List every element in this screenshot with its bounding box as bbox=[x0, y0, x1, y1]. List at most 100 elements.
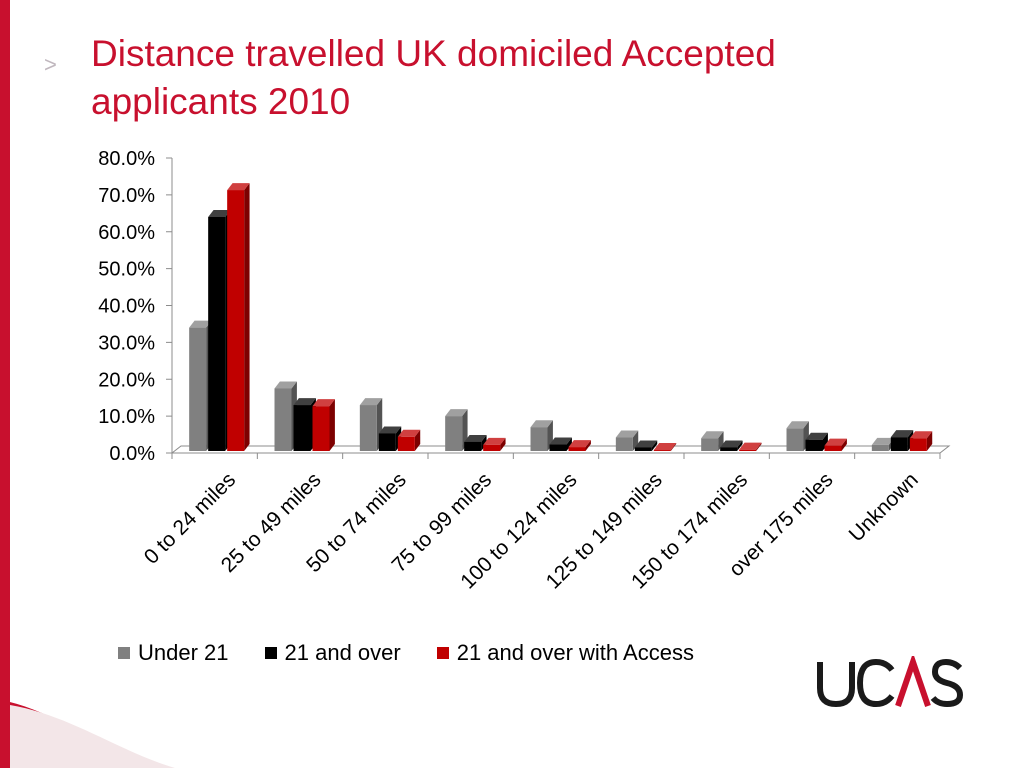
bar-top bbox=[312, 399, 335, 407]
y-tick-label: 30.0% bbox=[98, 332, 155, 354]
bar-top bbox=[189, 320, 212, 328]
bar-21-and-over-with-access-150-to-174-miles bbox=[739, 442, 762, 451]
bar-top bbox=[786, 421, 809, 429]
bar-21-and-over-with-access-125-to-149-miles bbox=[653, 443, 677, 451]
bar-side bbox=[926, 431, 933, 451]
bar-side bbox=[414, 429, 421, 451]
bar-top bbox=[653, 443, 677, 451]
bar-front bbox=[274, 388, 292, 451]
legend-label-21-and-over: 21 and over bbox=[284, 640, 401, 665]
bar-front bbox=[549, 444, 567, 451]
bar-front bbox=[568, 447, 586, 451]
bar-21-and-over-150-to-174-miles bbox=[720, 440, 743, 451]
bar-21-and-over-with-access-0-to-24-miles bbox=[227, 183, 250, 452]
y-tick-label: 20.0% bbox=[98, 369, 155, 391]
bar-front bbox=[312, 406, 330, 451]
bar-front bbox=[445, 416, 463, 451]
bar-side bbox=[651, 440, 658, 451]
bar-21-and-over-over-175-miles bbox=[805, 432, 828, 451]
bar-top bbox=[293, 398, 316, 406]
y-tick-label: 50.0% bbox=[98, 259, 155, 281]
legend-swatch-21-and-over-access bbox=[436, 647, 449, 659]
chart-axes bbox=[166, 157, 951, 459]
bar-top bbox=[805, 432, 828, 440]
bar-top bbox=[701, 431, 724, 439]
y-tick-label: 0.0% bbox=[109, 443, 155, 465]
bar-front bbox=[293, 405, 311, 451]
bar-21-and-over-with-access-100-to-124-miles bbox=[568, 440, 591, 451]
bar-21-and-over-75-to-99-miles bbox=[464, 434, 487, 451]
bar-front bbox=[397, 436, 415, 451]
bar-top bbox=[634, 440, 658, 448]
bar-front bbox=[871, 444, 889, 451]
bar-21-and-over-with-access-unknown bbox=[909, 431, 933, 451]
bar-top bbox=[720, 440, 743, 448]
y-tick-label: 40.0% bbox=[98, 296, 155, 318]
legend-label-under-21: Under 21 bbox=[138, 640, 229, 665]
bar-front bbox=[359, 405, 377, 451]
bar-under-21-50-to-74-miles bbox=[359, 398, 383, 451]
bar-top bbox=[615, 430, 639, 438]
bar-front bbox=[805, 439, 823, 451]
bar-front bbox=[909, 438, 927, 451]
bar-front bbox=[890, 437, 908, 451]
bar-side bbox=[585, 440, 591, 451]
bar-side bbox=[500, 437, 506, 451]
legend-item-21-and-over: 21 and over bbox=[264, 640, 401, 666]
bar-front bbox=[653, 450, 671, 451]
bar-side bbox=[632, 430, 639, 451]
bar-side bbox=[329, 399, 335, 451]
bar-top bbox=[530, 420, 553, 428]
bar-21-and-over-50-to-74-miles bbox=[378, 426, 402, 451]
bar-top bbox=[909, 431, 933, 439]
bar-front bbox=[530, 427, 548, 451]
bar-front bbox=[701, 438, 719, 451]
slide-title: Distance travelled UK domiciled Accepted… bbox=[91, 33, 776, 122]
bar-21-and-over-with-access-50-to-74-miles bbox=[397, 429, 421, 451]
bar-21-and-over-with-access-over-175-miles bbox=[824, 438, 847, 451]
bar-side bbox=[670, 443, 677, 451]
legend-item-21-and-over-access: 21 and over with Access bbox=[436, 640, 694, 666]
slide-swoosh-highlight bbox=[10, 705, 175, 768]
bar-side bbox=[566, 437, 572, 451]
bar-top bbox=[274, 381, 297, 389]
y-tick-label: 10.0% bbox=[98, 406, 155, 428]
slide-left-edge bbox=[0, 0, 10, 768]
bar-top bbox=[549, 437, 572, 445]
bar-front bbox=[483, 444, 501, 451]
bar-21-and-over-100-to-124-miles bbox=[549, 437, 572, 451]
bar-side bbox=[737, 440, 743, 451]
bar-front bbox=[824, 445, 842, 451]
bar-side bbox=[756, 442, 762, 451]
bar-top bbox=[208, 210, 231, 217]
x-tick-label: Unknown bbox=[845, 468, 923, 546]
bar-top bbox=[568, 440, 591, 448]
chart-legend: Under 21 21 and over 21 and over with Ac… bbox=[118, 640, 730, 666]
bar-top bbox=[227, 183, 250, 191]
y-tick-label: 80.0% bbox=[98, 148, 155, 170]
bar-top bbox=[464, 434, 487, 442]
bar-top bbox=[445, 409, 468, 417]
bar-side bbox=[244, 183, 250, 452]
bar-front bbox=[227, 190, 245, 452]
bar-side bbox=[481, 434, 487, 451]
bar-front bbox=[786, 428, 804, 451]
legend-swatch-under-21 bbox=[118, 647, 130, 659]
y-tick-label: 70.0% bbox=[98, 185, 155, 207]
bar-side bbox=[841, 438, 847, 451]
bar-front bbox=[615, 437, 633, 451]
bar-under-21-125-to-149-miles bbox=[615, 430, 639, 451]
bar-front bbox=[464, 441, 482, 451]
bar-front bbox=[378, 433, 396, 451]
bar-top bbox=[359, 398, 383, 406]
bar-front bbox=[189, 327, 207, 451]
bar-top bbox=[739, 442, 762, 450]
bar-top bbox=[871, 437, 895, 445]
bar-21-and-over-with-access-75-to-99-miles bbox=[483, 437, 506, 451]
bar-front bbox=[634, 447, 652, 451]
legend-item-under-21: Under 21 bbox=[118, 640, 229, 666]
bar-front bbox=[720, 447, 738, 451]
legend-label-21-and-over-access: 21 and over with Access bbox=[456, 640, 694, 665]
